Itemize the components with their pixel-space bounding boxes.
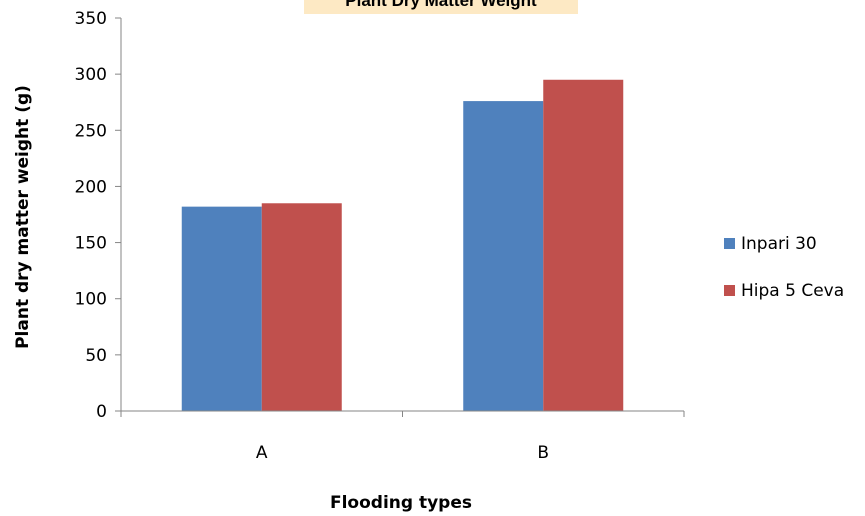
legend-label: Hipa 5 Ceva (741, 281, 844, 301)
y-tick-label: 250 (75, 121, 107, 141)
plot-area (181, 79, 624, 411)
y-axis-title: Plant dry matter weight (g) (13, 85, 33, 349)
y-tick-label: 300 (75, 65, 107, 85)
chart-title-group: Plant Dry Matter Weight (304, 0, 578, 14)
x-tick-label: A (256, 443, 268, 463)
x-axis-title: Flooding types (330, 493, 472, 513)
legend-swatch (724, 238, 735, 249)
y-tick-label: 150 (75, 234, 107, 254)
x-tick-label: B (537, 443, 549, 463)
y-tick-label: 100 (75, 290, 107, 310)
bar-A-hipa-5-ceva (261, 203, 342, 411)
legend: Inpari 30 Hipa 5 Ceva (724, 234, 844, 301)
y-tick-label: 200 (75, 177, 107, 197)
y-tick-label: 50 (85, 346, 107, 366)
legend-label: Inpari 30 (741, 234, 817, 254)
y-tick-label: 350 (75, 9, 107, 29)
axes: 0 50 100 150 200 250 300 350 A B (75, 9, 685, 463)
y-tick-label: 0 (96, 402, 107, 422)
bar-A-inpari-30 (181, 206, 262, 411)
chart-title: Plant Dry Matter Weight (345, 0, 537, 10)
bar-B-inpari-30 (463, 101, 544, 411)
bar-B-hipa-5-ceva (543, 79, 624, 411)
chart-title-background (304, 0, 578, 14)
legend-swatch (724, 285, 735, 296)
